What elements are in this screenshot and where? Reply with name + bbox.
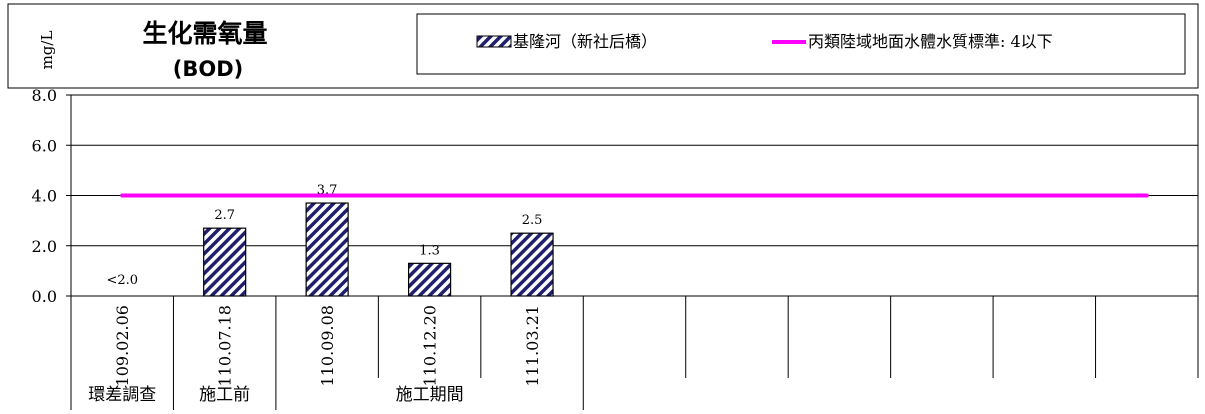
chart-title: 生化需氧量 [142, 19, 267, 48]
phase-label: 施工前 [199, 385, 250, 405]
phase-label: 環差調查 [88, 385, 156, 405]
y-tick-label: 4.0 [32, 187, 57, 206]
bar [510, 232, 554, 297]
legend-reference-label: 丙類陸域地面水體水質標準: 4以下 [808, 32, 1053, 51]
data-labels: <2.02.73.71.32.5 [106, 183, 542, 288]
x-tick-label: 109.02.06 [113, 305, 132, 386]
y-tick-label: 2.0 [32, 237, 57, 256]
data-label: 2.5 [522, 213, 543, 228]
legend-series-label: 基隆河（新社后橋） [513, 32, 657, 51]
y-axis-label: mg/L [38, 31, 56, 70]
data-label: 1.3 [419, 243, 440, 258]
y-tick-label: 8.0 [32, 86, 57, 105]
data-label: 2.7 [214, 208, 235, 223]
x-tick-label: 110.07.18 [216, 305, 235, 386]
phase-label: 施工期間 [396, 385, 464, 405]
x-axis-table: 109.02.06 110.07.18 110.09.08 110.12.20 111.… [70, 296, 1199, 410]
x-tick-label: 110.12.20 [421, 305, 440, 386]
header-frame [7, 3, 1199, 89]
legend-box [416, 13, 1186, 75]
bar [407, 262, 452, 297]
y-tick-label: 6.0 [32, 136, 57, 155]
chart-subtitle: (BOD) [173, 57, 244, 81]
data-label: <2.0 [106, 273, 138, 288]
bar [203, 227, 247, 297]
bar [305, 202, 349, 297]
bars-layer [203, 202, 554, 297]
y-tick-labels: 0.0 2.0 4.0 6.0 8.0 [32, 86, 57, 306]
legend-bar-swatch [476, 35, 512, 48]
x-tick-label: 110.09.08 [318, 305, 337, 386]
x-tick-label: 111.03.21 [523, 305, 542, 386]
y-tick-label: 0.0 [32, 287, 57, 306]
